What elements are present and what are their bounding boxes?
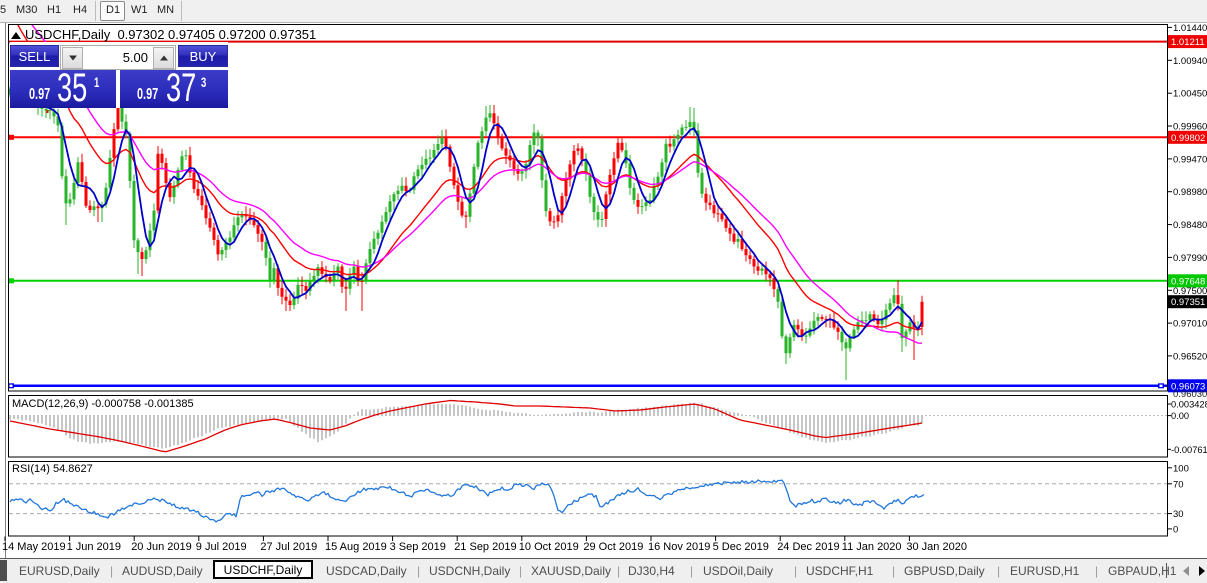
svg-text:1 Jun 2019: 1 Jun 2019 [67,541,121,553]
svg-text:1.00450: 1.00450 [1173,89,1207,100]
svg-text:30: 30 [1173,509,1184,520]
svg-text:20 Jun 2019: 20 Jun 2019 [131,541,192,553]
svg-text:1.00940: 1.00940 [1173,56,1207,67]
svg-text:0.99802: 0.99802 [1171,133,1205,144]
svg-text:3 Sep 2019: 3 Sep 2019 [390,541,446,553]
svg-text:29 Oct 2019: 29 Oct 2019 [583,541,643,553]
svg-text:1.01440: 1.01440 [1173,23,1207,34]
svg-text:RSI(14) 54.8627: RSI(14) 54.8627 [12,463,93,475]
svg-text:0.96073: 0.96073 [1171,381,1205,392]
svg-text:14 May 2019: 14 May 2019 [2,541,66,553]
svg-text:0: 0 [1173,524,1178,535]
svg-text:11 Jan 2020: 11 Jan 2020 [842,541,902,553]
svg-text:5 Dec 2019: 5 Dec 2019 [713,541,769,553]
svg-text:27 Jul 2019: 27 Jul 2019 [260,541,317,553]
svg-text:MACD(12,26,9) -0.000758 -0.001: MACD(12,26,9) -0.000758 -0.001385 [12,398,194,410]
svg-text:70: 70 [1173,479,1184,490]
svg-text:0.97648: 0.97648 [1171,276,1205,287]
svg-text:30 Jan 2020: 30 Jan 2020 [906,541,967,553]
svg-text:0.98480: 0.98480 [1173,220,1207,231]
svg-text:0.99470: 0.99470 [1173,154,1207,165]
svg-text:0.99960: 0.99960 [1173,122,1207,133]
svg-text:0.98980: 0.98980 [1173,187,1207,198]
svg-text:9 Jul 2019: 9 Jul 2019 [196,541,247,553]
svg-text:0.97010: 0.97010 [1173,319,1207,330]
svg-text:16 Nov 2019: 16 Nov 2019 [648,541,710,553]
svg-text:1.01211: 1.01211 [1171,37,1205,48]
svg-text:0.96520: 0.96520 [1173,351,1207,362]
svg-text:0.97500: 0.97500 [1173,286,1207,297]
svg-text:100: 100 [1173,463,1189,474]
svg-text:10 Oct 2019: 10 Oct 2019 [519,541,579,553]
svg-text:24 Dec 2019: 24 Dec 2019 [777,541,839,553]
svg-text:0.00: 0.00 [1171,411,1189,421]
svg-text:0.97351: 0.97351 [1171,297,1205,308]
svg-text:0.96030: 0.96030 [1173,389,1207,400]
svg-text:0.97990: 0.97990 [1173,253,1207,264]
svg-text:21 Sep 2019: 21 Sep 2019 [454,541,516,553]
svg-text:15 Aug 2019: 15 Aug 2019 [325,541,387,553]
svg-text:0.003428: 0.003428 [1171,400,1207,410]
svg-text:-0.00761: -0.00761 [1171,445,1207,455]
